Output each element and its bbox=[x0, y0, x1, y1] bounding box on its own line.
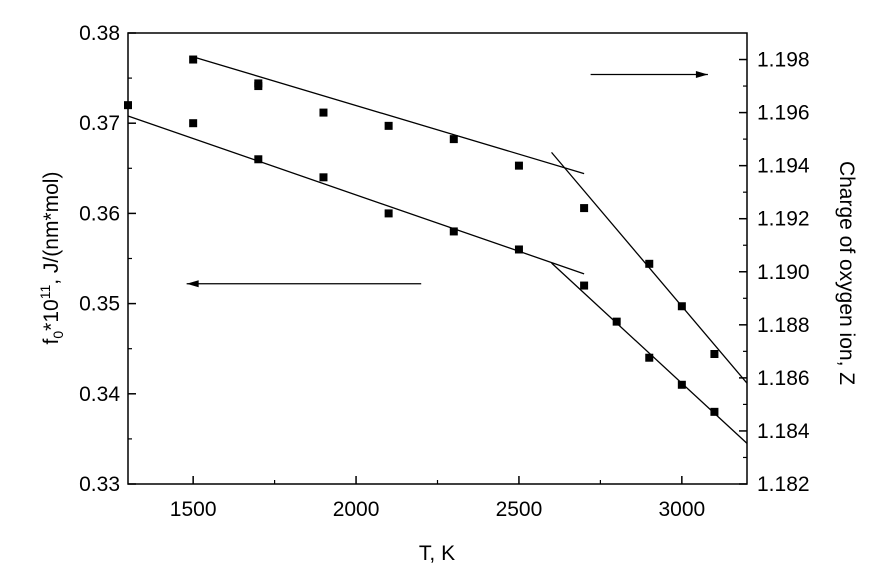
data-point bbox=[384, 121, 393, 130]
data-point bbox=[254, 82, 263, 91]
x-axis-title: T, K bbox=[419, 542, 455, 565]
data-point bbox=[677, 302, 686, 311]
y-axis-left: 0.33 0.34 0.35 0.36 0.37 0.38 bbox=[79, 22, 136, 496]
data-points bbox=[124, 55, 719, 416]
y-left-tick-label: 0.37 bbox=[79, 112, 120, 135]
y-right-tick-label: 1.186 bbox=[757, 367, 810, 390]
fit-line bbox=[192, 56, 585, 175]
x-tick-label: 2000 bbox=[333, 498, 380, 521]
data-point bbox=[449, 135, 458, 144]
y-right-tick-label: 1.190 bbox=[757, 261, 810, 284]
data-point bbox=[580, 281, 589, 290]
x-tick-label: 1500 bbox=[170, 498, 217, 521]
y-left-tick-label: 0.35 bbox=[79, 293, 120, 316]
x-axis: 1500 2000 2500 3000 bbox=[170, 476, 705, 521]
data-point bbox=[384, 209, 393, 218]
data-point bbox=[514, 161, 523, 170]
data-point bbox=[710, 350, 719, 359]
y-left-tick-label: 0.36 bbox=[79, 202, 120, 225]
arrow-head bbox=[186, 280, 199, 288]
arrow-head bbox=[695, 70, 708, 78]
y-axis-right-title: Charge of oxygen ion, Z bbox=[835, 161, 858, 385]
data-point bbox=[189, 119, 198, 128]
y-right-tick-label: 1.192 bbox=[757, 208, 810, 231]
data-point bbox=[514, 245, 523, 254]
data-point bbox=[254, 155, 263, 164]
data-point bbox=[189, 55, 198, 64]
y-axis-right: 1.182 1.184 1.186 1.188 1.190 1.192 1.194 1.196… bbox=[739, 49, 810, 496]
data-point bbox=[580, 204, 589, 213]
data-point bbox=[677, 380, 686, 389]
data-point bbox=[319, 108, 328, 117]
data-point bbox=[612, 317, 621, 326]
fit-line bbox=[127, 115, 585, 275]
y-axis-left-title: f0*1011, J/(nm*mol) bbox=[37, 172, 66, 345]
y-left-tick-label: 0.33 bbox=[79, 473, 120, 496]
y-right-tick-label: 1.196 bbox=[757, 102, 810, 125]
y-right-tick-label: 1.198 bbox=[757, 49, 810, 72]
fit-lines bbox=[127, 56, 748, 444]
plot-frame bbox=[127, 32, 748, 485]
x-tick-label: 2500 bbox=[496, 498, 543, 521]
annotation-arrows bbox=[186, 70, 708, 288]
data-point bbox=[449, 227, 458, 236]
data-point bbox=[124, 101, 132, 110]
y-right-tick-label: 1.182 bbox=[757, 473, 810, 496]
data-point bbox=[319, 173, 328, 182]
y-right-tick-label: 1.194 bbox=[757, 155, 810, 178]
y-right-tick-label: 1.184 bbox=[757, 420, 810, 443]
y-left-tick-label: 0.38 bbox=[79, 22, 120, 45]
y-right-tick-label: 1.188 bbox=[757, 314, 810, 337]
data-point bbox=[645, 353, 654, 362]
x-tick-label: 3000 bbox=[658, 498, 705, 521]
data-point bbox=[645, 259, 654, 268]
data-point bbox=[710, 407, 719, 416]
y-left-tick-label: 0.34 bbox=[79, 383, 120, 406]
